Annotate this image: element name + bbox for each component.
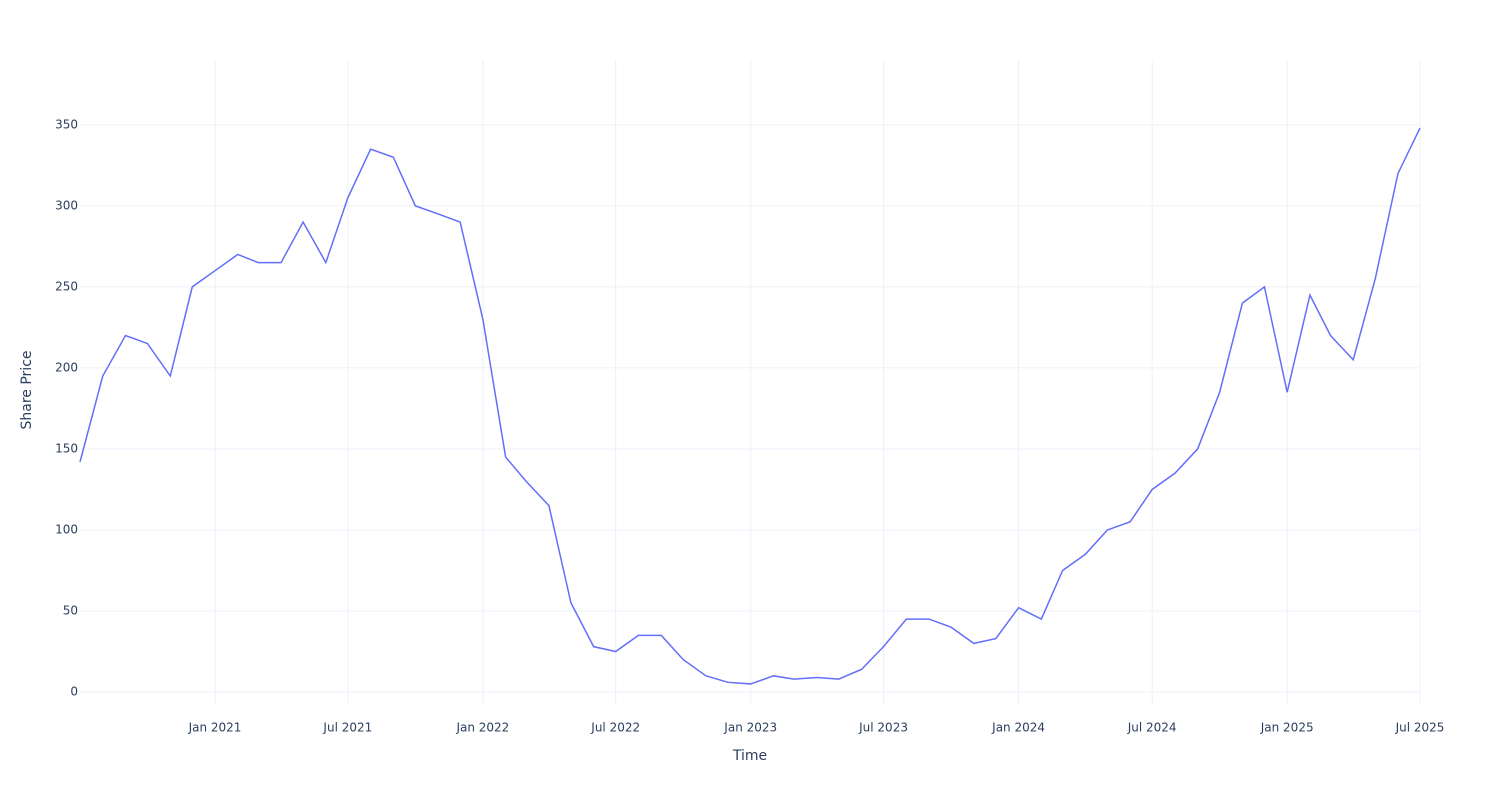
x-tick-label: Jul 2023: [858, 721, 908, 735]
y-tick-label: 300: [55, 198, 78, 212]
x-tick-label: Jul 2025: [1395, 721, 1445, 735]
x-tick-label: Jul 2021: [322, 721, 372, 735]
x-tick-label: Jan 2023: [723, 721, 777, 735]
y-tick-label: 50: [63, 604, 78, 618]
x-tick-label: Jan 2024: [991, 721, 1045, 735]
x-tick-label: Jul 2022: [590, 721, 640, 735]
x-tick-label: Jan 2021: [188, 721, 242, 735]
x-tick-label: Jan 2022: [455, 721, 509, 735]
price-line: [79, 127, 1421, 685]
y-tick-label: 0: [70, 685, 78, 699]
x-tick-label: Jul 2024: [1127, 721, 1177, 735]
x-tick-label: Jan 2025: [1260, 721, 1314, 735]
y-tick-label: 250: [55, 279, 78, 293]
y-tick-label: 350: [55, 117, 78, 131]
y-tick-label: 150: [55, 441, 78, 455]
y-tick-label: 100: [55, 522, 78, 536]
y-tick-label: 200: [55, 360, 78, 374]
x-axis-title: Time: [732, 748, 767, 764]
y-axis-title: Share Price: [19, 350, 35, 429]
